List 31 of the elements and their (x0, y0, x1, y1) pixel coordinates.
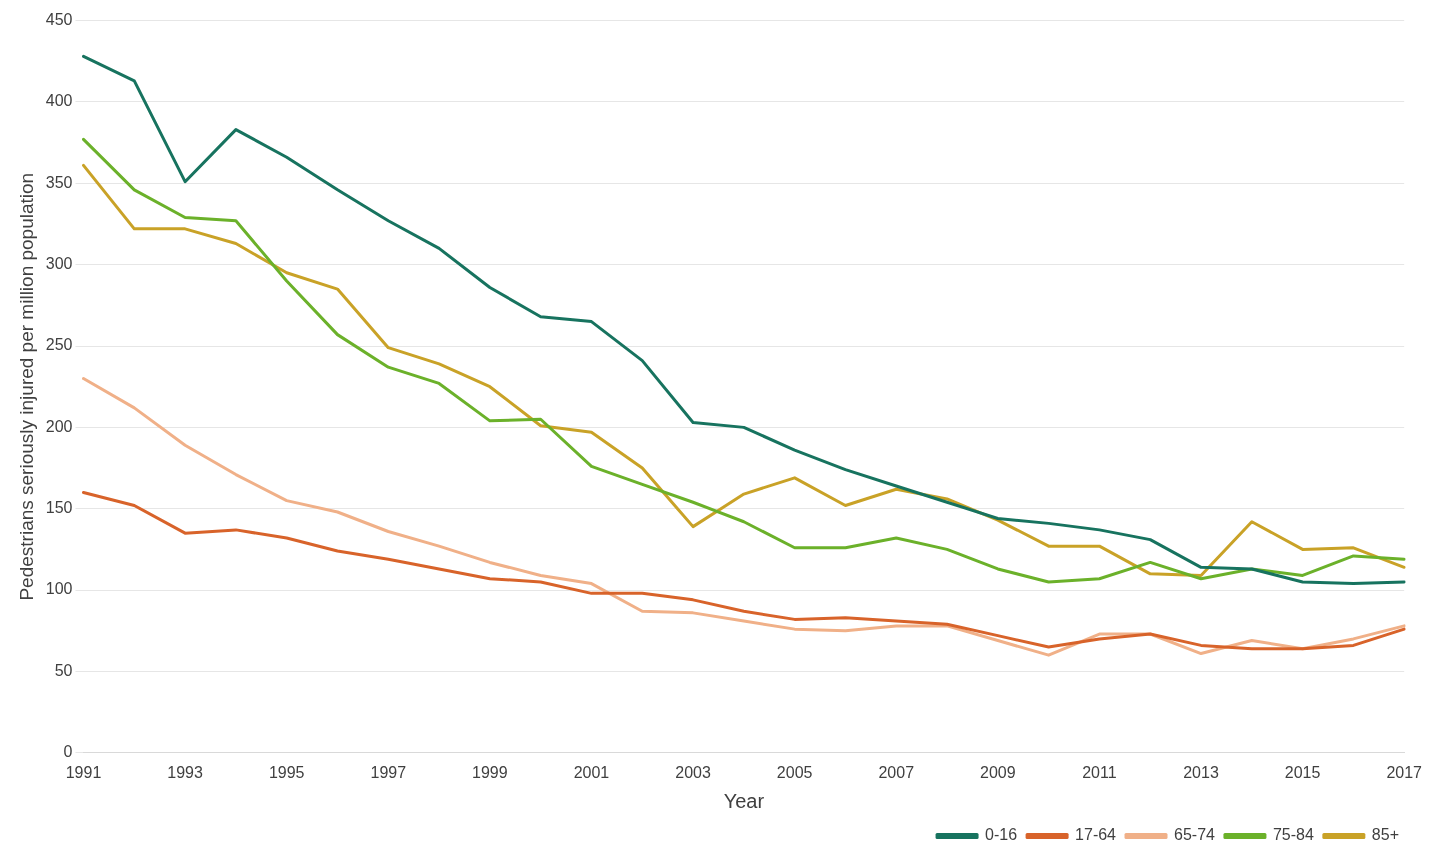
x-tick-label: 1995 (268, 763, 305, 781)
y-tick-label: 350 (45, 173, 73, 191)
x-tick-label: 1999 (472, 763, 508, 781)
x-tick-label: 1997 (370, 763, 407, 781)
y-tick-label: 450 (45, 11, 73, 29)
x-tick-label: 1991 (65, 763, 102, 781)
x-tick-label: 2007 (878, 763, 915, 781)
y-tick-label: 150 (45, 499, 73, 517)
x-tick-label: 2009 (980, 763, 1016, 781)
y-tick-label: 300 (45, 255, 73, 273)
legend-label: 85+ (1371, 826, 1399, 844)
legend-label: 17-64 (1075, 826, 1117, 844)
x-tick-label: 2017 (1386, 763, 1423, 781)
x-tick-label: 1993 (167, 763, 203, 781)
y-tick-label: 200 (45, 417, 73, 435)
y-tick-label: 0 (63, 743, 73, 761)
legend-label: 0-16 (985, 826, 1018, 844)
legend-label: 75-84 (1272, 826, 1314, 844)
y-axis-title: Pedestrians seriously injured per million population (15, 172, 37, 601)
y-tick-label: 250 (45, 336, 73, 354)
y-tick-label: 50 (54, 661, 73, 679)
x-tick-label: 2013 (1183, 763, 1219, 781)
x-tick-label: 2011 (1082, 763, 1117, 781)
y-tick-label: 400 (45, 92, 73, 110)
x-axis-title: Year (723, 789, 765, 812)
x-tick-label: 2005 (776, 763, 813, 781)
x-tick-label: 2001 (573, 763, 610, 781)
y-tick-label: 100 (45, 580, 73, 598)
x-tick-label: 2003 (675, 763, 711, 781)
x-tick-label: 2015 (1284, 763, 1321, 781)
legend-label: 65-74 (1174, 826, 1216, 844)
